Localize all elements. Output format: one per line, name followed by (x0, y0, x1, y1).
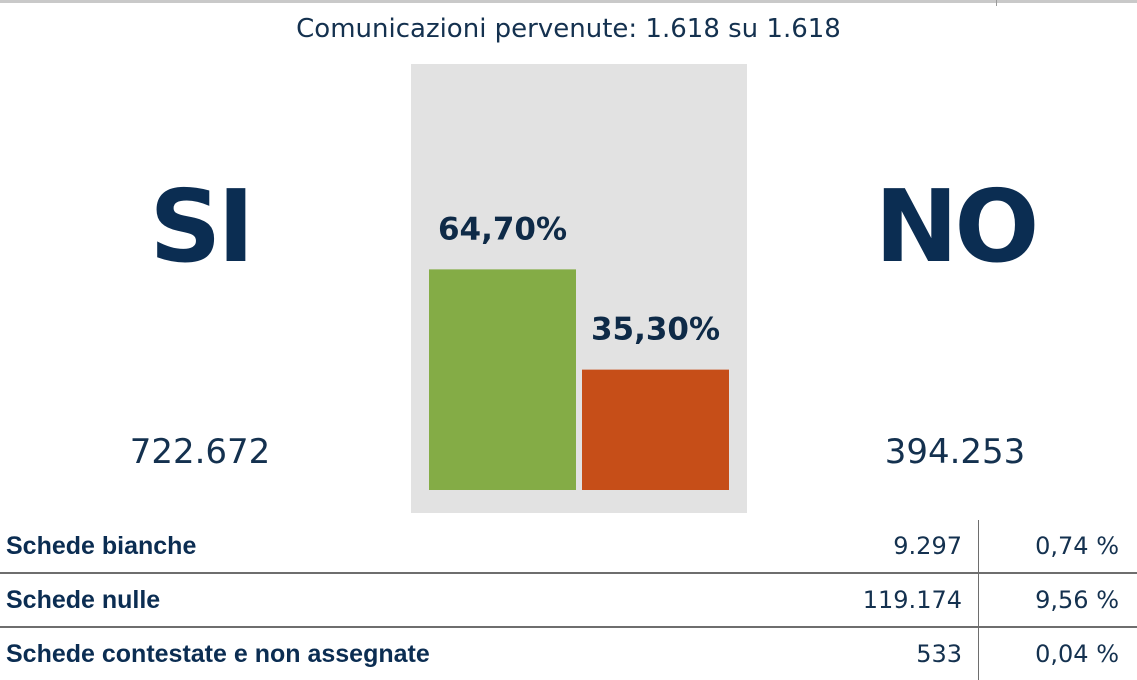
bar-label-no: 35,30% (591, 312, 720, 348)
summary-row-label: Schede contestate e non assegnate (0, 627, 622, 680)
summary-row-percent: 9,56 % (979, 573, 1137, 627)
bar-no (582, 370, 729, 490)
summary-row-count: 9.297 (622, 520, 979, 573)
summary-row-percent: 0,04 % (979, 627, 1137, 680)
result-bar-chart: 64,70% 35,30% (411, 64, 747, 513)
summary-row-percent: 0,74 % (979, 520, 1137, 573)
communications-status: Comunicazioni pervenute: 1.618 su 1.618 (0, 14, 1137, 44)
bar-label-si: 64,70% (438, 211, 567, 247)
summary-row-count: 119.174 (622, 573, 979, 627)
yes-label: SI (110, 168, 290, 285)
summary-row-count: 533 (622, 627, 979, 680)
result-chart-panel: 64,70% 35,30% (411, 64, 747, 513)
no-label: NO (855, 168, 1055, 285)
no-vote-count: 394.253 (855, 432, 1055, 472)
yes-vote-count: 722.672 (100, 432, 300, 472)
summary-row-label: Schede bianche (0, 520, 622, 573)
summary-row-label: Schede nulle (0, 573, 622, 627)
top-column-tick (996, 0, 997, 6)
top-divider (0, 0, 1137, 3)
bar-si (429, 269, 576, 490)
